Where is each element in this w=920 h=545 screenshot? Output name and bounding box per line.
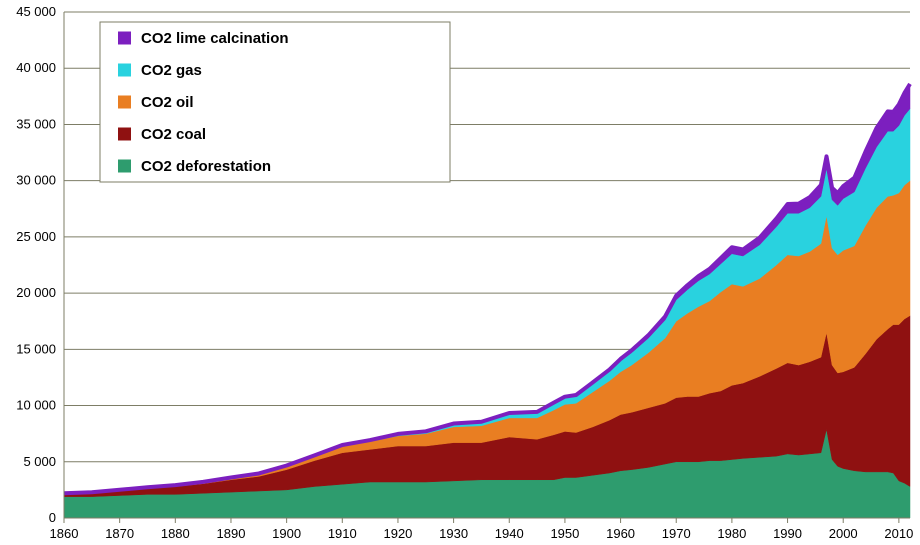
x-tick-label: 2010 [884, 526, 913, 541]
legend-label-lime: CO2 lime calcination [141, 30, 289, 47]
x-tick-label: 1950 [550, 526, 579, 541]
y-tick-label: 10 000 [16, 398, 56, 413]
y-tick-label: 40 000 [16, 60, 56, 75]
y-tick-label: 20 000 [16, 285, 56, 300]
y-tick-label: 25 000 [16, 229, 56, 244]
y-tick-label: 0 [49, 510, 56, 525]
legend: CO2 lime calcination CO2 gas CO2 oil CO2 co… [100, 22, 450, 182]
x-tick-label: 1960 [606, 526, 635, 541]
x-tick-label: 1930 [439, 526, 468, 541]
x-tick-label: 1880 [161, 526, 190, 541]
x-tick-label: 1940 [495, 526, 524, 541]
y-tick-label: 35 000 [16, 116, 56, 131]
x-tick-label: 1990 [773, 526, 802, 541]
x-tick-label: 1900 [272, 526, 301, 541]
x-tick-label: 1970 [662, 526, 691, 541]
x-tick-label: 1870 [105, 526, 134, 541]
y-tick-label: 45 000 [16, 4, 56, 19]
co2-emissions-chart: 0 5 000 10 000 15 000 20 000 25 000 30 000 35 0… [0, 0, 920, 545]
y-tick-label: 30 000 [16, 173, 56, 188]
x-tick-label: 1980 [717, 526, 746, 541]
x-tick-label: 1890 [217, 526, 246, 541]
legend-label-oil: CO2 oil [141, 94, 194, 111]
legend-label-deforestation: CO2 deforestation [141, 158, 271, 175]
legend-label-coal: CO2 coal [141, 126, 206, 143]
y-tick-label: 15 000 [16, 341, 56, 356]
x-tick-label: 1920 [383, 526, 412, 541]
x-tick-label: 2000 [829, 526, 858, 541]
legend-label-gas: CO2 gas [141, 62, 202, 79]
y-tick-label: 5 000 [23, 454, 56, 469]
x-tick-label: 1860 [50, 526, 79, 541]
x-tick-label: 1910 [328, 526, 357, 541]
